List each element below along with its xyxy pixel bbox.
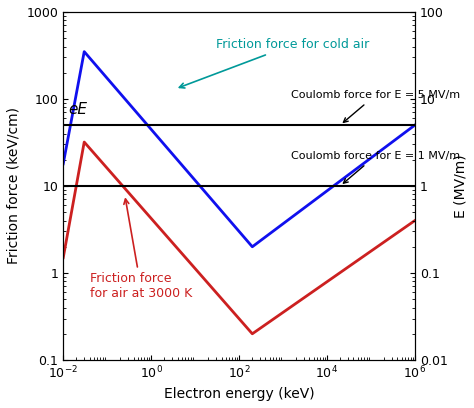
X-axis label: Electron energy (keV): Electron energy (keV) [164, 387, 314, 401]
Text: Friction force
for air at 3000 K: Friction force for air at 3000 K [90, 199, 192, 301]
Text: Friction force for cold air: Friction force for cold air [179, 38, 369, 88]
Text: Coulomb force for E = 1 MV/m: Coulomb force for E = 1 MV/m [291, 151, 460, 183]
Text: eE: eE [68, 102, 87, 117]
Text: Coulomb force for E = 5 MV/m: Coulomb force for E = 5 MV/m [291, 90, 460, 122]
Y-axis label: Friction force (keV/cm): Friction force (keV/cm) [7, 107, 21, 264]
Y-axis label: E (MV/m): E (MV/m) [453, 154, 467, 218]
